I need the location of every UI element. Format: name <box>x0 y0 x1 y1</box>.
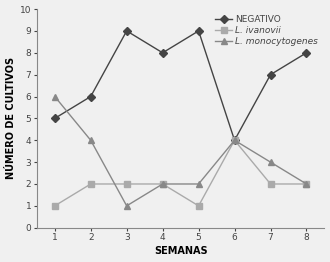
L. ivanovii <box>233 139 237 142</box>
L. monocytogenes <box>89 139 93 142</box>
L. monocytogenes <box>125 204 129 208</box>
L. ivanovii <box>197 204 201 208</box>
Legend: NEGATIVO, L. ivanovii, L. monocytogenes: NEGATIVO, L. ivanovii, L. monocytogenes <box>214 14 320 48</box>
NEGATIVO <box>305 51 309 54</box>
L. ivanovii <box>305 182 309 185</box>
L. monocytogenes <box>53 95 57 98</box>
L. ivanovii <box>125 182 129 185</box>
L. monocytogenes <box>269 161 273 164</box>
L. ivanovii <box>161 182 165 185</box>
L. monocytogenes <box>161 182 165 185</box>
Line: L. ivanovii: L. ivanovii <box>52 138 309 209</box>
NEGATIVO <box>161 51 165 54</box>
NEGATIVO <box>125 29 129 32</box>
L. monocytogenes <box>233 139 237 142</box>
NEGATIVO <box>197 29 201 32</box>
Line: L. monocytogenes: L. monocytogenes <box>52 94 309 209</box>
X-axis label: SEMANAS: SEMANAS <box>154 247 208 256</box>
L. ivanovii <box>89 182 93 185</box>
NEGATIVO <box>89 95 93 98</box>
L. ivanovii <box>53 204 57 208</box>
L. monocytogenes <box>197 182 201 185</box>
NEGATIVO <box>53 117 57 120</box>
Y-axis label: NÚMERO DE CULTIVOS: NÚMERO DE CULTIVOS <box>6 57 16 179</box>
NEGATIVO <box>269 73 273 76</box>
L. monocytogenes <box>305 182 309 185</box>
Line: NEGATIVO: NEGATIVO <box>52 28 309 143</box>
L. ivanovii <box>269 182 273 185</box>
NEGATIVO <box>233 139 237 142</box>
